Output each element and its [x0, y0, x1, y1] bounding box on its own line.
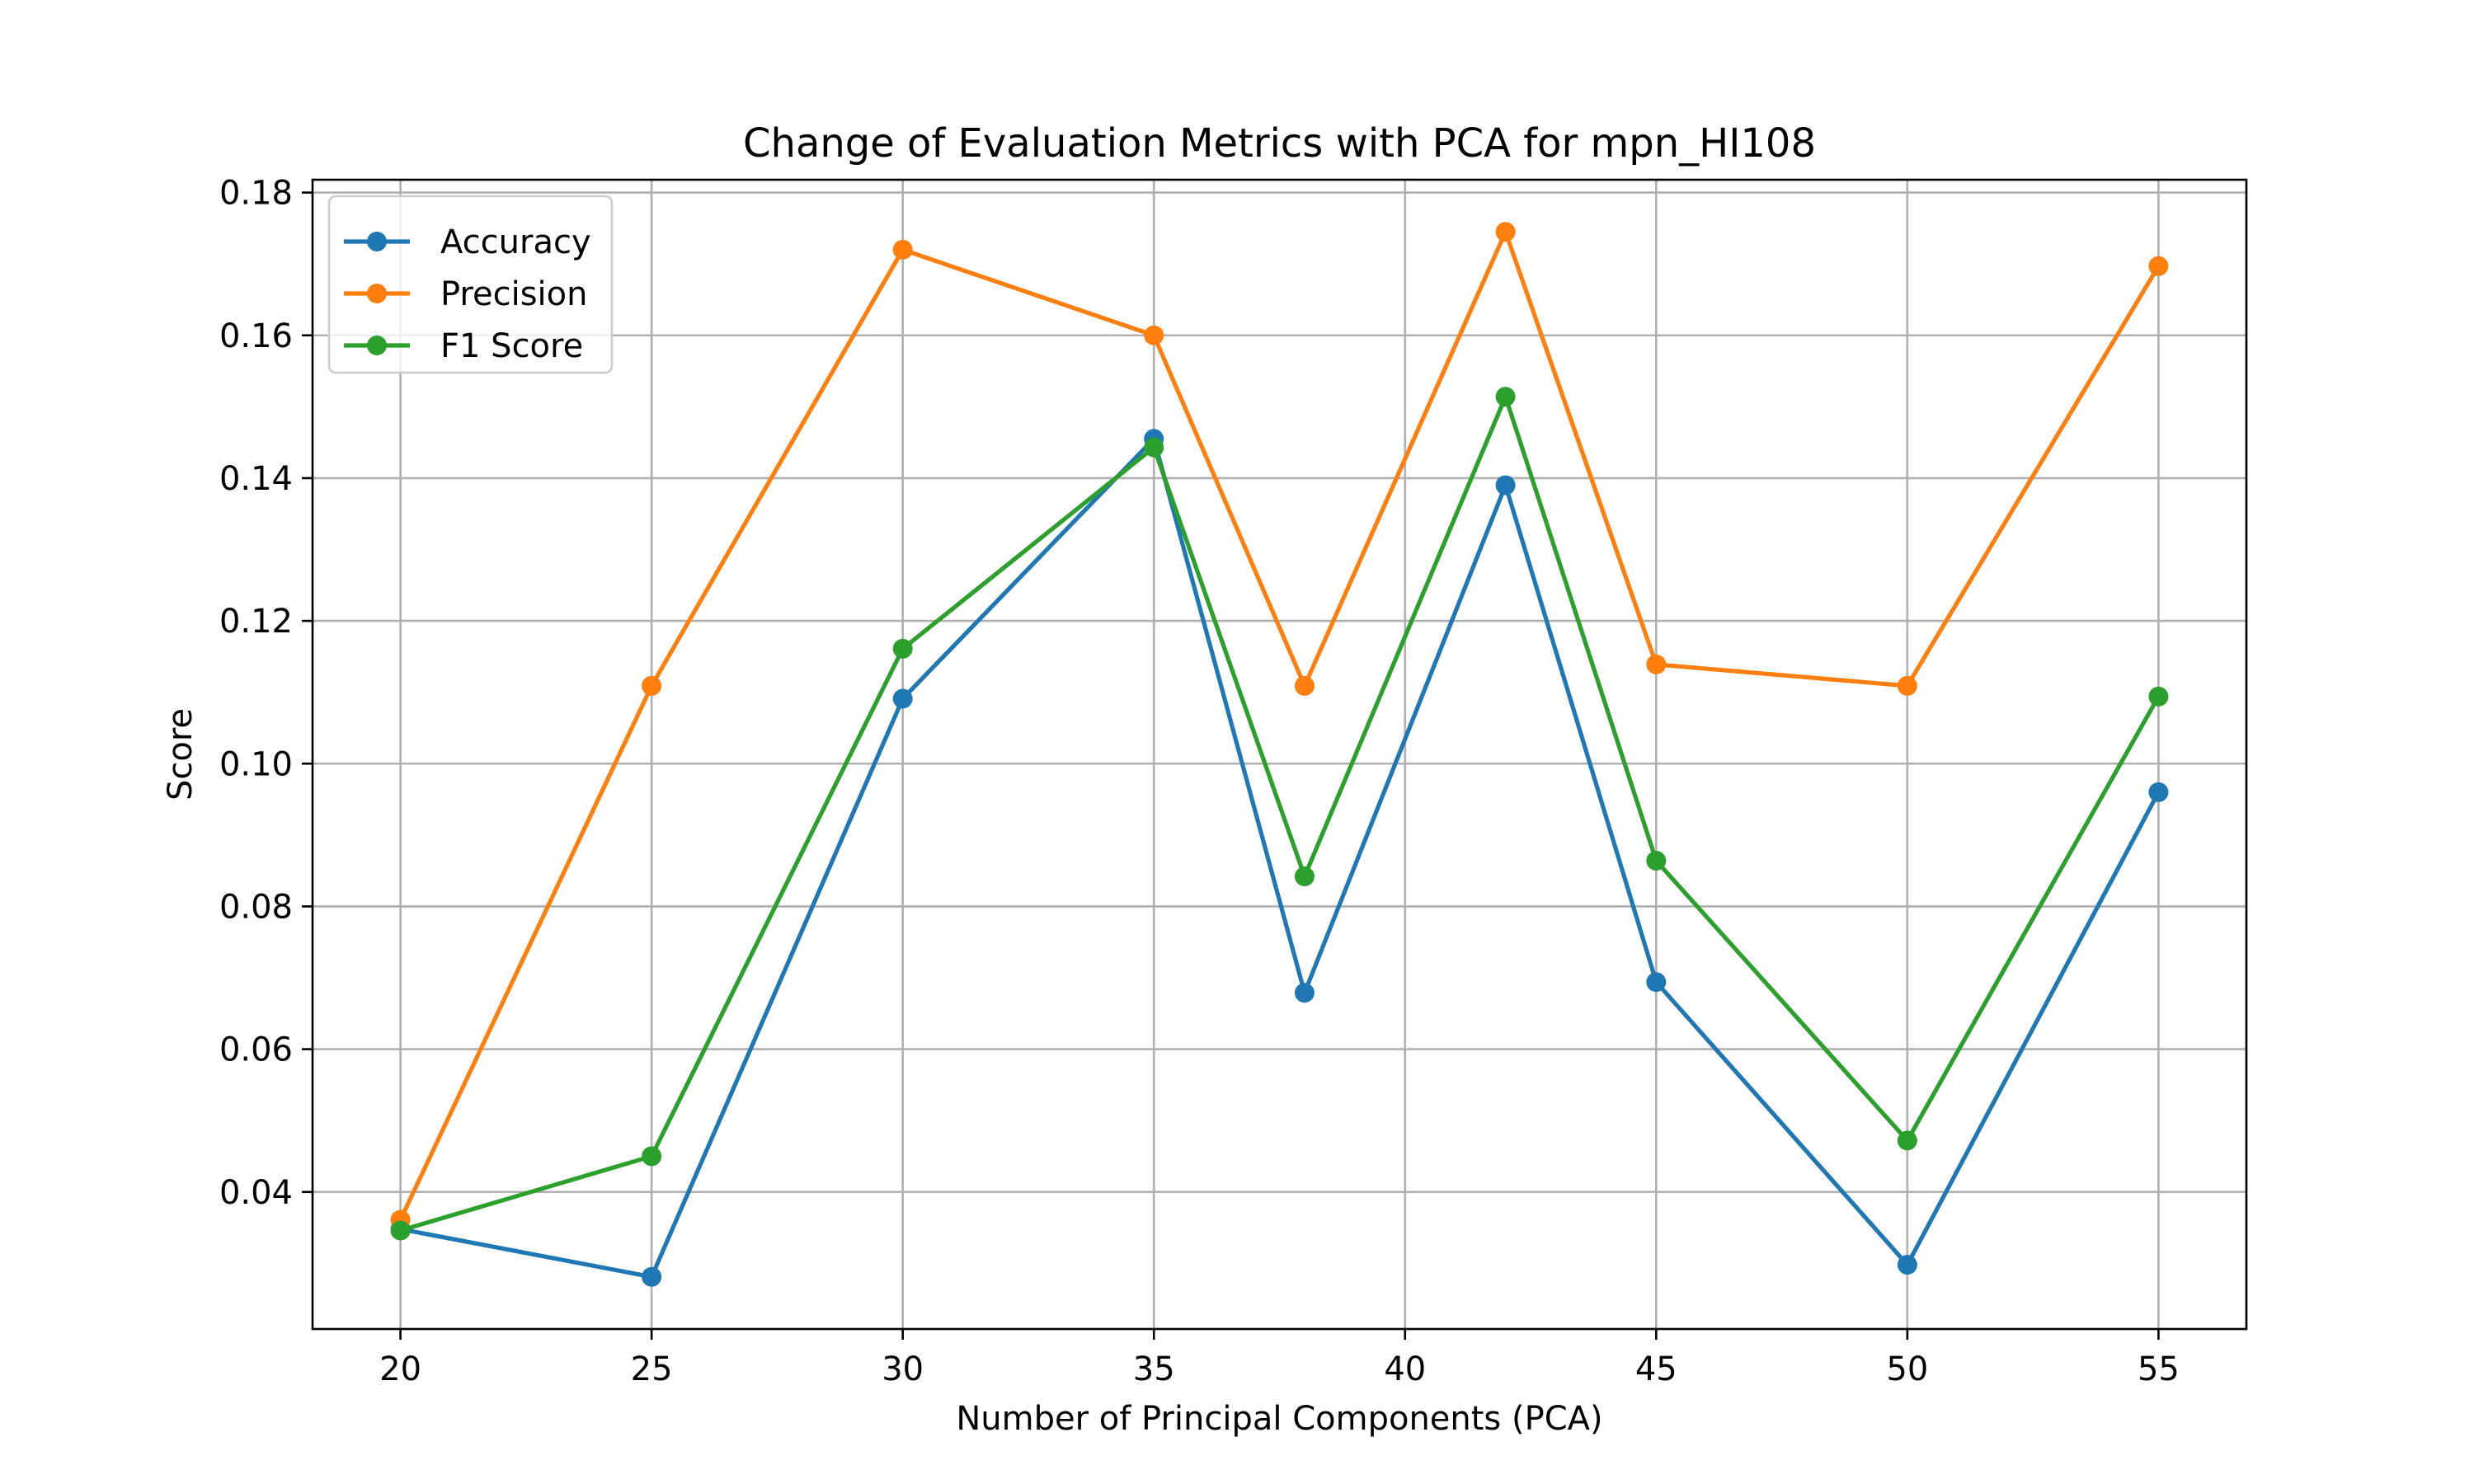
data-point — [1294, 675, 1315, 696]
x-tick-label: 20 — [379, 1350, 421, 1388]
y-tick-label: 0.14 — [219, 460, 293, 498]
data-point — [1897, 1255, 1917, 1275]
data-point — [1294, 866, 1315, 887]
legend-marker — [367, 284, 387, 303]
grid — [313, 180, 2246, 1329]
x-tick-label: 35 — [1133, 1350, 1175, 1388]
y-tick-label: 0.06 — [219, 1031, 293, 1069]
series-f1-score — [390, 387, 2169, 1241]
y-tick-label: 0.16 — [219, 317, 293, 355]
y-tick-label: 0.12 — [219, 603, 293, 641]
data-point — [642, 1146, 662, 1167]
data-point — [390, 1220, 411, 1241]
data-point — [1897, 1130, 1917, 1151]
legend: Accuracy Precision F1 Score — [327, 195, 614, 374]
legend-label: Accuracy — [440, 223, 591, 261]
x-tick-label: 30 — [882, 1350, 924, 1388]
y-tick-label: 0.04 — [219, 1174, 293, 1212]
legend-label: F1 Score — [440, 327, 583, 365]
legend-marker — [367, 232, 387, 251]
data-point — [892, 688, 913, 709]
series-line — [400, 436, 2161, 1280]
series-precision — [390, 222, 2169, 1230]
series-line — [398, 229, 2161, 1221]
y-axis: 0.04 0.06 0.08 0.10 0.12 0.14 0.16 0.18 — [219, 175, 313, 1212]
data-point — [642, 675, 662, 696]
legend-marker — [367, 336, 387, 355]
chart-title: Change of Evaluation Metrics with PCA fo… — [743, 120, 1816, 167]
data-point — [1495, 475, 1516, 495]
y-tick-label: 0.18 — [219, 175, 293, 213]
x-tick-label: 40 — [1384, 1350, 1426, 1388]
legend-label: Precision — [440, 275, 587, 313]
data-point — [2148, 256, 2169, 276]
data-point — [1495, 222, 1516, 242]
data-point — [1646, 972, 1667, 993]
data-point — [2148, 686, 2169, 707]
data-point — [1495, 387, 1516, 407]
data-point — [892, 239, 913, 260]
series-line — [399, 394, 2161, 1233]
data-point — [1646, 654, 1667, 674]
data-point — [642, 1266, 662, 1287]
plot-frame — [311, 178, 2248, 1331]
y-axis-label: Score — [162, 708, 200, 801]
y-tick-label: 0.08 — [219, 888, 293, 926]
x-axis: 20 25 30 35 40 45 50 55 — [379, 1329, 2180, 1388]
data-point — [1897, 675, 1917, 696]
data-point — [892, 638, 913, 659]
x-axis-label: Number of Principal Components (PCA) — [956, 1400, 1602, 1438]
data-point — [1144, 325, 1164, 345]
data-point — [2148, 782, 2169, 802]
y-tick-label: 0.10 — [219, 745, 293, 783]
x-tick-label: 55 — [2138, 1350, 2180, 1388]
data-point — [1144, 437, 1164, 458]
x-tick-label: 25 — [631, 1350, 673, 1388]
data-point — [1294, 983, 1315, 1003]
series-group — [390, 222, 2169, 1287]
data-point — [1646, 851, 1667, 871]
x-tick-label: 50 — [1886, 1350, 1928, 1388]
x-tick-label: 45 — [1635, 1350, 1677, 1388]
